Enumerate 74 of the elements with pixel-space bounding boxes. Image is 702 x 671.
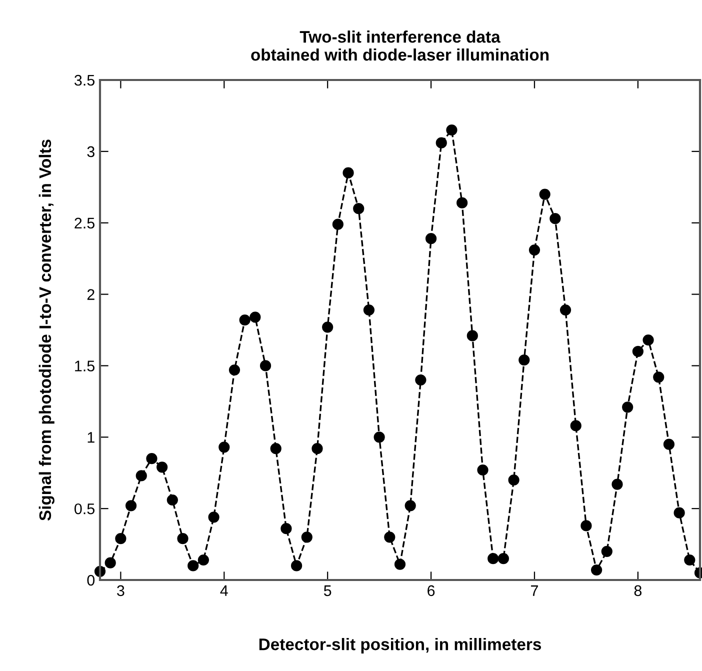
point	[156, 462, 168, 473]
point	[550, 213, 561, 224]
point	[425, 233, 437, 244]
point	[115, 533, 126, 544]
y-tick-label: 3.5	[74, 74, 94, 86]
point	[394, 558, 406, 570]
point	[539, 188, 550, 200]
y-tick-label: 0	[87, 574, 95, 586]
point	[653, 372, 664, 383]
point	[528, 244, 540, 256]
point	[198, 554, 210, 566]
point	[601, 546, 612, 557]
point	[136, 470, 147, 482]
point	[642, 334, 654, 346]
point	[560, 304, 572, 316]
point	[488, 553, 499, 564]
x-tick-label: 4	[220, 585, 228, 596]
point	[332, 218, 344, 230]
point	[363, 304, 375, 316]
point	[508, 474, 520, 486]
point	[674, 507, 685, 518]
point	[250, 312, 261, 323]
point	[228, 364, 240, 376]
y-tick-label: 2.5	[74, 218, 94, 229]
point	[632, 346, 644, 357]
point	[260, 360, 272, 372]
point	[177, 533, 188, 544]
x-axis-title: Detector-slit position, in millimeters	[259, 638, 542, 654]
point	[622, 402, 634, 413]
point	[208, 512, 220, 523]
point	[404, 500, 416, 512]
point	[188, 560, 199, 572]
x-tick-label: 8	[634, 585, 642, 596]
chart-title: Two-slit interference data obtained with diode-laser illumination	[251, 30, 549, 61]
y-tick-label: 3	[87, 146, 94, 158]
y-tick-label: 1	[88, 432, 94, 443]
point	[477, 464, 488, 476]
point	[290, 560, 302, 572]
y-tick-label: 0.5	[74, 503, 94, 514]
point	[312, 443, 323, 454]
point	[218, 442, 230, 453]
y-tick-label: 1.5	[75, 360, 94, 372]
point	[342, 167, 354, 178]
point	[239, 314, 250, 326]
point	[612, 478, 623, 490]
x-tick-label: 3	[117, 585, 124, 596]
point	[580, 520, 592, 532]
point	[322, 322, 334, 333]
point	[270, 443, 282, 454]
point	[146, 453, 158, 464]
y-tick-label: 2	[87, 289, 94, 300]
point	[570, 420, 582, 432]
point	[446, 124, 458, 136]
point	[466, 330, 478, 342]
point	[663, 438, 675, 450]
x-tick-label: 7	[531, 585, 538, 596]
point	[456, 197, 468, 208]
point	[374, 432, 385, 443]
point	[384, 532, 396, 543]
point	[301, 532, 312, 543]
x-tick-label: 6	[428, 585, 435, 596]
point	[436, 137, 447, 148]
point	[684, 554, 696, 566]
point	[280, 523, 292, 534]
point	[498, 553, 510, 564]
point	[166, 494, 178, 506]
point	[353, 203, 364, 214]
point	[125, 500, 137, 512]
x-tick-label: 5	[324, 585, 332, 596]
point	[590, 564, 602, 576]
point	[415, 374, 426, 386]
y-axis-title: Signal from photodiode I-to-V converter, in Volts	[38, 140, 54, 521]
point	[518, 354, 530, 366]
point	[104, 557, 116, 568]
